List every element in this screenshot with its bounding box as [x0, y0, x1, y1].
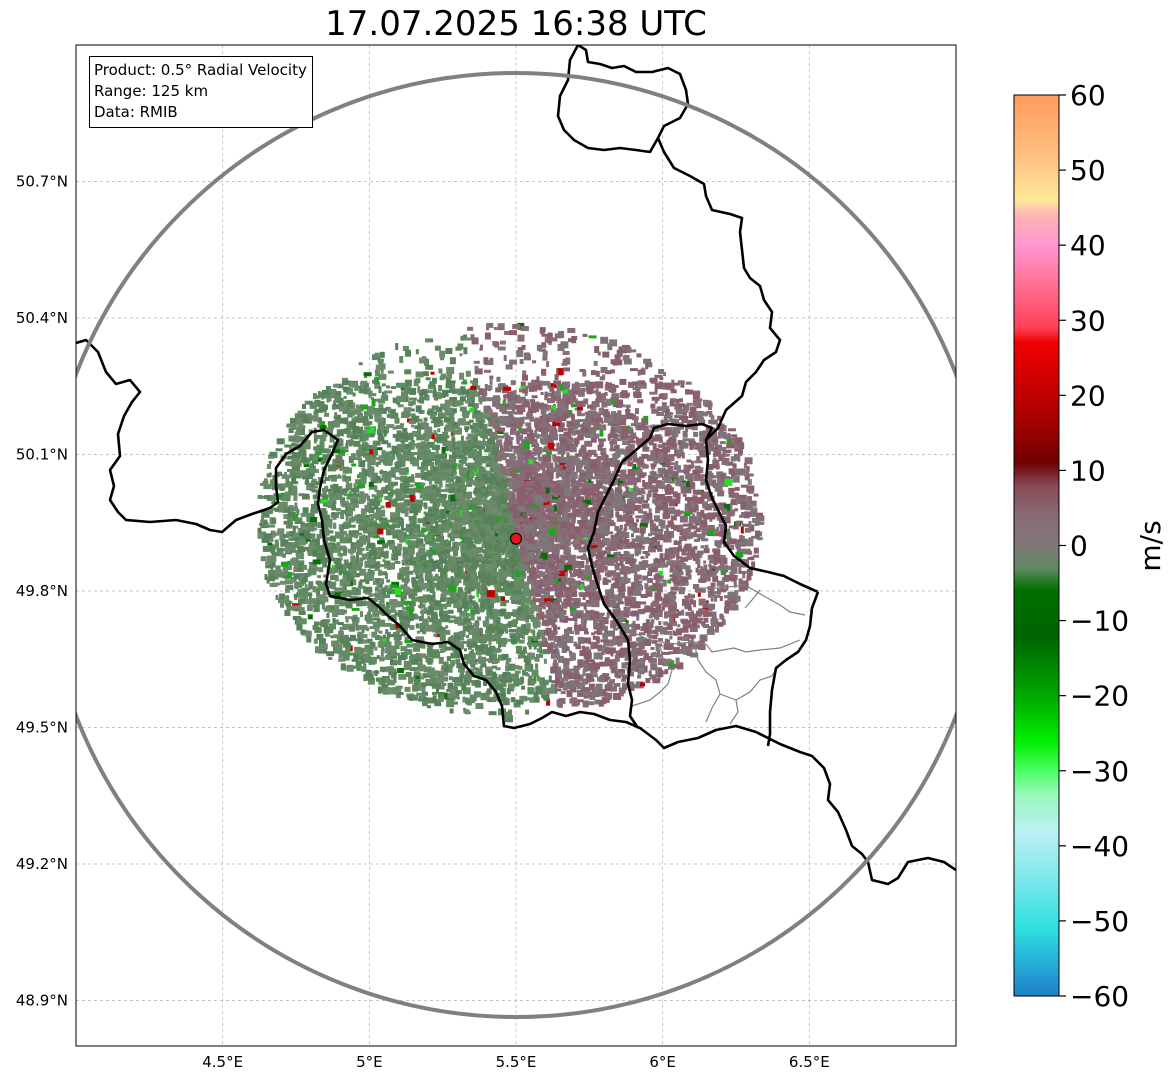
lon-tick-label: 4.5°E [202, 1053, 243, 1071]
lat-tick-label: 50.4°N [16, 309, 68, 327]
colorbar-tick-label: −40 [1070, 830, 1129, 863]
lat-tick-label: 49.5°N [16, 719, 68, 737]
product-info-box: Product: 0.5° Radial Velocity Range: 125… [89, 56, 313, 128]
lat-tick-label: 50.7°N [16, 173, 68, 191]
range-ring [76, 71, 956, 1019]
province-subdivisions [631, 584, 806, 725]
info-data-source: Data: RMIB [94, 103, 178, 121]
colorbar-tick-label: −30 [1070, 755, 1129, 788]
colorbar-tick-label: −10 [1070, 605, 1129, 638]
map-frame [75, 44, 957, 1047]
colorbar-tick-label: 60 [1070, 79, 1106, 112]
colorbar-tick-label: −50 [1070, 905, 1129, 938]
colorbar: 60 50 40 30 20 10 0 −10 −20 −30 −40 −50 −60 m/s [1013, 79, 1167, 1013]
colorbar-tick-label: 10 [1070, 454, 1106, 487]
lon-tick-label: 6.5°E [789, 1053, 830, 1071]
lon-tick-label: 6°E [649, 1053, 676, 1071]
lon-tick-label: 5.5°E [496, 1053, 537, 1071]
lon-tick-label: 5°E [356, 1053, 383, 1071]
map-title: 17.07.2025 16:38 UTC [325, 4, 707, 44]
axis-tick-labels: 4.5°E 5°E 5.5°E 6°E 6.5°E 50.7°N 50.4°N 50.1°N 4… [16, 173, 830, 1072]
radar-echoes [257, 322, 765, 723]
colorbar-tick-label: 20 [1070, 379, 1106, 412]
radar-site-marker [509, 532, 523, 545]
colorbar-tick-label: 40 [1070, 229, 1106, 262]
lat-tick-label: 48.9°N [16, 992, 68, 1010]
lat-tick-label: 49.8°N [16, 582, 68, 600]
info-range: Range: 125 km [94, 82, 209, 100]
country-borders [76, 45, 956, 886]
colorbar-unit-label: m/s [1134, 520, 1167, 571]
info-product: Product: 0.5° Radial Velocity [94, 61, 307, 79]
lat-tick-label: 49.2°N [16, 855, 68, 873]
colorbar-gradient [1013, 94, 1060, 997]
colorbar-ticks: 60 50 40 30 20 10 0 −10 −20 −30 −40 −50 −60 [1059, 79, 1129, 1013]
colorbar-tick-label: 0 [1070, 530, 1088, 563]
colorbar-tick-label: −60 [1070, 980, 1129, 1013]
lat-tick-label: 50.1°N [16, 446, 68, 464]
colorbar-tick-label: 30 [1070, 304, 1106, 337]
colorbar-tick-label: 50 [1070, 154, 1106, 187]
colorbar-tick-label: −20 [1070, 680, 1129, 713]
